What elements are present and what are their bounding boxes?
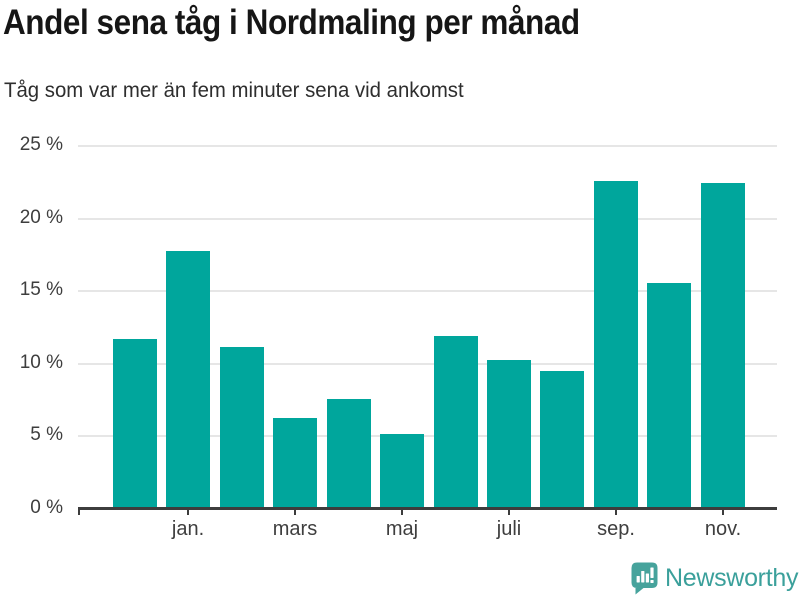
bar-month-1 — [113, 339, 157, 508]
x-axis-tick-label: maj — [385, 518, 419, 540]
x-axis-tick-label: jan. — [171, 518, 205, 540]
x-axis-end-tick — [78, 510, 80, 515]
y-axis-tick-label: 0 % — [30, 497, 63, 518]
bar-month-6 — [380, 434, 424, 508]
gridline-15-pct — [78, 290, 777, 292]
bar-month-8 — [487, 360, 531, 508]
bar-month-4 — [273, 418, 317, 508]
bar-month-10 — [594, 181, 638, 508]
x-axis-tick-label: sep. — [597, 518, 635, 540]
y-axis-tick-label: 10 % — [19, 352, 63, 373]
x-axis-line — [78, 507, 777, 510]
bar-month-3 — [220, 347, 264, 508]
x-axis-tick-label: mars — [272, 518, 318, 540]
x-axis-tick — [294, 510, 296, 515]
bar-month-9 — [540, 371, 584, 508]
gridline-10-pct — [78, 363, 777, 365]
bar-chart-pin-icon — [631, 562, 658, 595]
x-axis-tick — [187, 510, 189, 515]
x-axis-tick — [508, 510, 510, 515]
gridline-5-pct — [78, 435, 777, 437]
chart-title: Andel sena tåg i Nordmaling per månad — [3, 3, 580, 42]
chart-subtitle: Tåg som var mer än fem minuter sena vid … — [4, 79, 464, 102]
y-axis-tick-label: 25 % — [19, 134, 63, 155]
newsworthy-brand-text: Newsworthy — [665, 564, 799, 592]
gridline-25-pct — [78, 145, 777, 147]
x-axis-tick — [401, 510, 403, 515]
y-axis-tick-label: 20 % — [19, 207, 63, 228]
newsworthy-logo: Newsworthy — [631, 562, 798, 595]
bar-month-11 — [647, 283, 691, 508]
y-axis-tick-label: 5 % — [30, 424, 63, 445]
y-axis-tick-label: 15 % — [19, 279, 63, 300]
bar-month-7 — [434, 336, 478, 508]
x-axis-tick-label: nov. — [704, 518, 742, 540]
x-axis-tick — [615, 510, 617, 515]
x-axis-tick — [722, 510, 724, 515]
bar-month-2 — [166, 251, 210, 508]
x-axis-tick-label: juli — [496, 518, 522, 540]
gridline-20-pct — [78, 218, 777, 220]
bar-month-12 — [701, 183, 745, 508]
bar-month-5 — [327, 399, 371, 508]
